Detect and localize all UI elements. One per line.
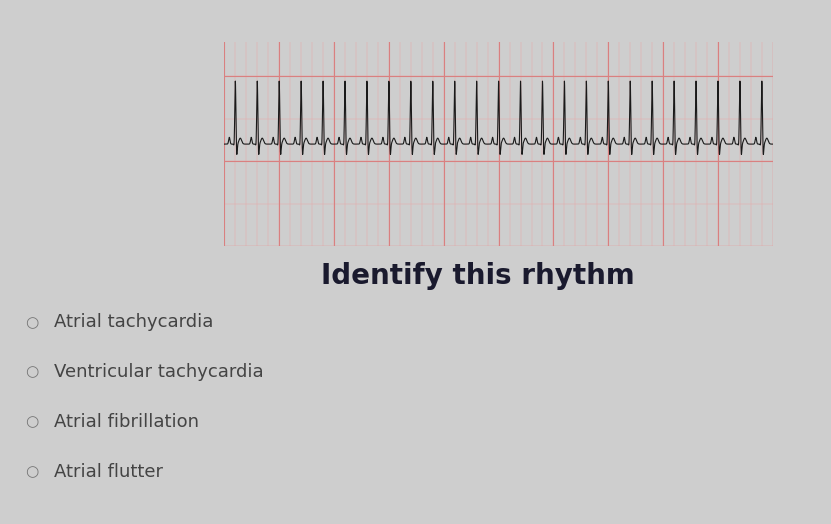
Text: Identify this rhythm: Identify this rhythm <box>321 262 635 290</box>
Text: ○: ○ <box>25 315 38 330</box>
Text: Ventricular tachycardia: Ventricular tachycardia <box>54 363 263 381</box>
Text: ○: ○ <box>25 414 38 429</box>
Text: Atrial flutter: Atrial flutter <box>54 463 163 481</box>
Text: ○: ○ <box>25 464 38 479</box>
Text: ○: ○ <box>25 365 38 379</box>
Text: Atrial fibrillation: Atrial fibrillation <box>54 413 199 431</box>
Text: Atrial tachycardia: Atrial tachycardia <box>54 313 214 331</box>
